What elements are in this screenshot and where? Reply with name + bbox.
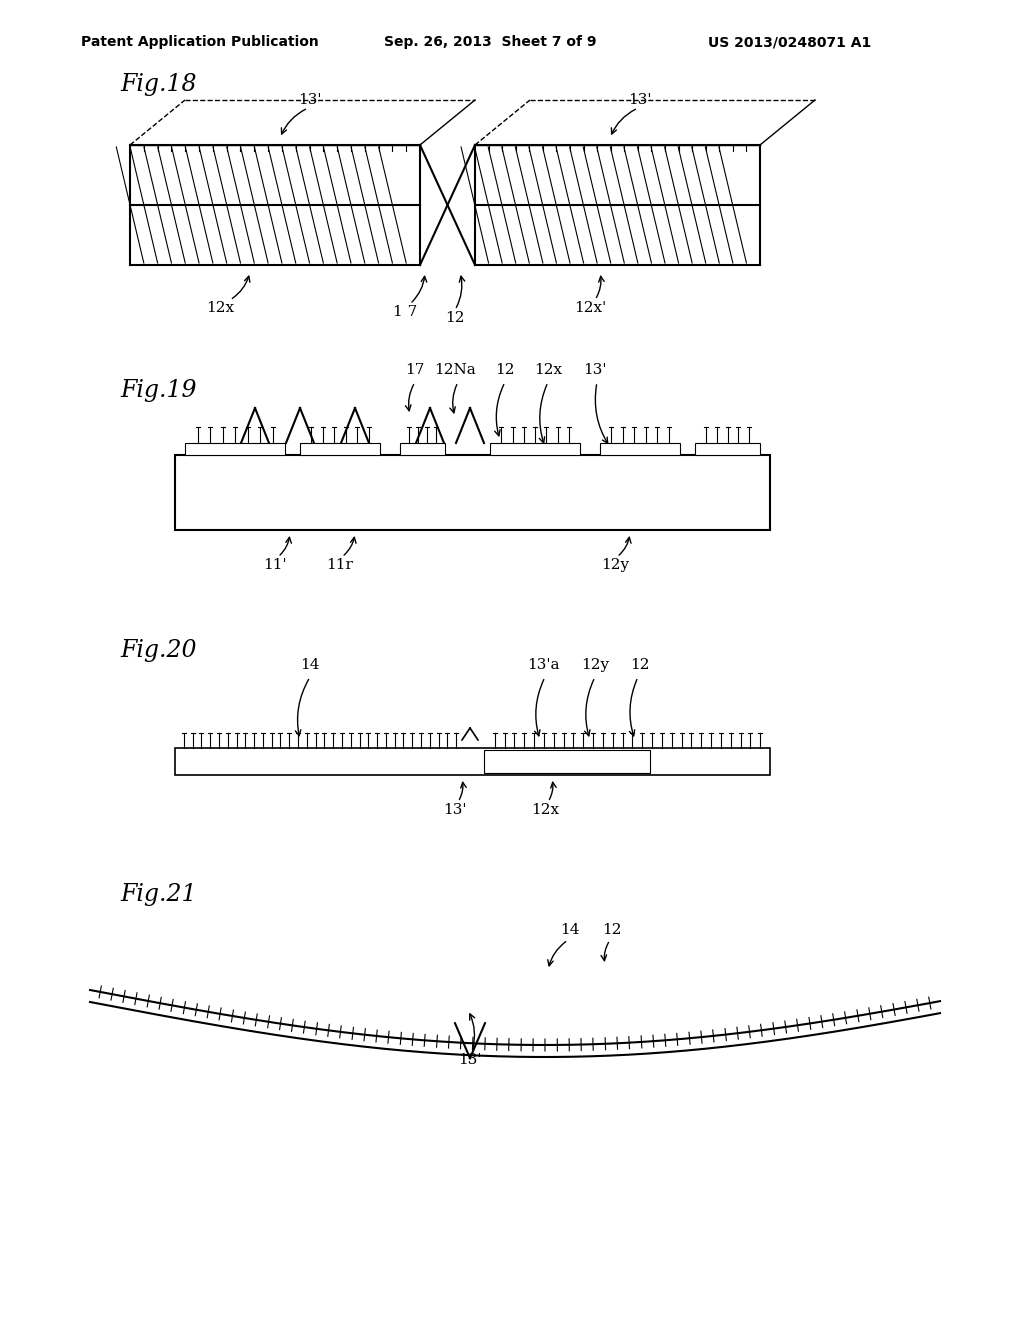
Bar bbox=[484, 750, 650, 774]
Bar bbox=[300, 444, 380, 455]
Text: 14: 14 bbox=[560, 923, 580, 937]
Bar bbox=[600, 444, 680, 455]
Text: 12x: 12x bbox=[530, 803, 559, 817]
Polygon shape bbox=[475, 100, 815, 145]
Polygon shape bbox=[130, 145, 420, 265]
Text: 12y: 12y bbox=[601, 558, 629, 572]
Bar bbox=[490, 444, 580, 455]
Text: Fig.20: Fig.20 bbox=[120, 639, 197, 661]
Polygon shape bbox=[475, 145, 760, 265]
Text: 1 7: 1 7 bbox=[393, 305, 417, 319]
Text: 13'a: 13'a bbox=[526, 657, 559, 672]
Polygon shape bbox=[130, 100, 475, 145]
Text: 13': 13' bbox=[629, 92, 651, 107]
Bar bbox=[400, 444, 445, 455]
Text: Sep. 26, 2013  Sheet 7 of 9: Sep. 26, 2013 Sheet 7 of 9 bbox=[384, 36, 596, 49]
Text: Fig.21: Fig.21 bbox=[120, 883, 197, 907]
Bar bbox=[695, 444, 760, 455]
Bar bbox=[175, 455, 770, 531]
Text: 11': 11' bbox=[263, 558, 287, 572]
Text: 13': 13' bbox=[584, 363, 607, 378]
Text: 13': 13' bbox=[459, 1053, 481, 1067]
Bar bbox=[185, 444, 285, 455]
Text: 12: 12 bbox=[445, 312, 465, 325]
Text: 17: 17 bbox=[406, 363, 425, 378]
Bar bbox=[175, 748, 770, 775]
Text: 12x: 12x bbox=[206, 301, 234, 315]
Text: US 2013/0248071 A1: US 2013/0248071 A1 bbox=[709, 36, 871, 49]
Text: 12y: 12y bbox=[581, 657, 609, 672]
Text: 12x': 12x' bbox=[573, 301, 606, 315]
Text: 14: 14 bbox=[300, 657, 319, 672]
Text: 13': 13' bbox=[443, 803, 467, 817]
Text: 12: 12 bbox=[496, 363, 515, 378]
Text: 12: 12 bbox=[630, 657, 650, 672]
Text: 12: 12 bbox=[602, 923, 622, 937]
Text: 11r: 11r bbox=[327, 558, 353, 572]
Text: Patent Application Publication: Patent Application Publication bbox=[81, 36, 318, 49]
Text: 13': 13' bbox=[298, 92, 322, 107]
Text: Fig.19: Fig.19 bbox=[120, 379, 197, 401]
Text: 12x: 12x bbox=[534, 363, 562, 378]
Text: Fig.18: Fig.18 bbox=[120, 74, 197, 96]
Text: 12Na: 12Na bbox=[434, 363, 476, 378]
